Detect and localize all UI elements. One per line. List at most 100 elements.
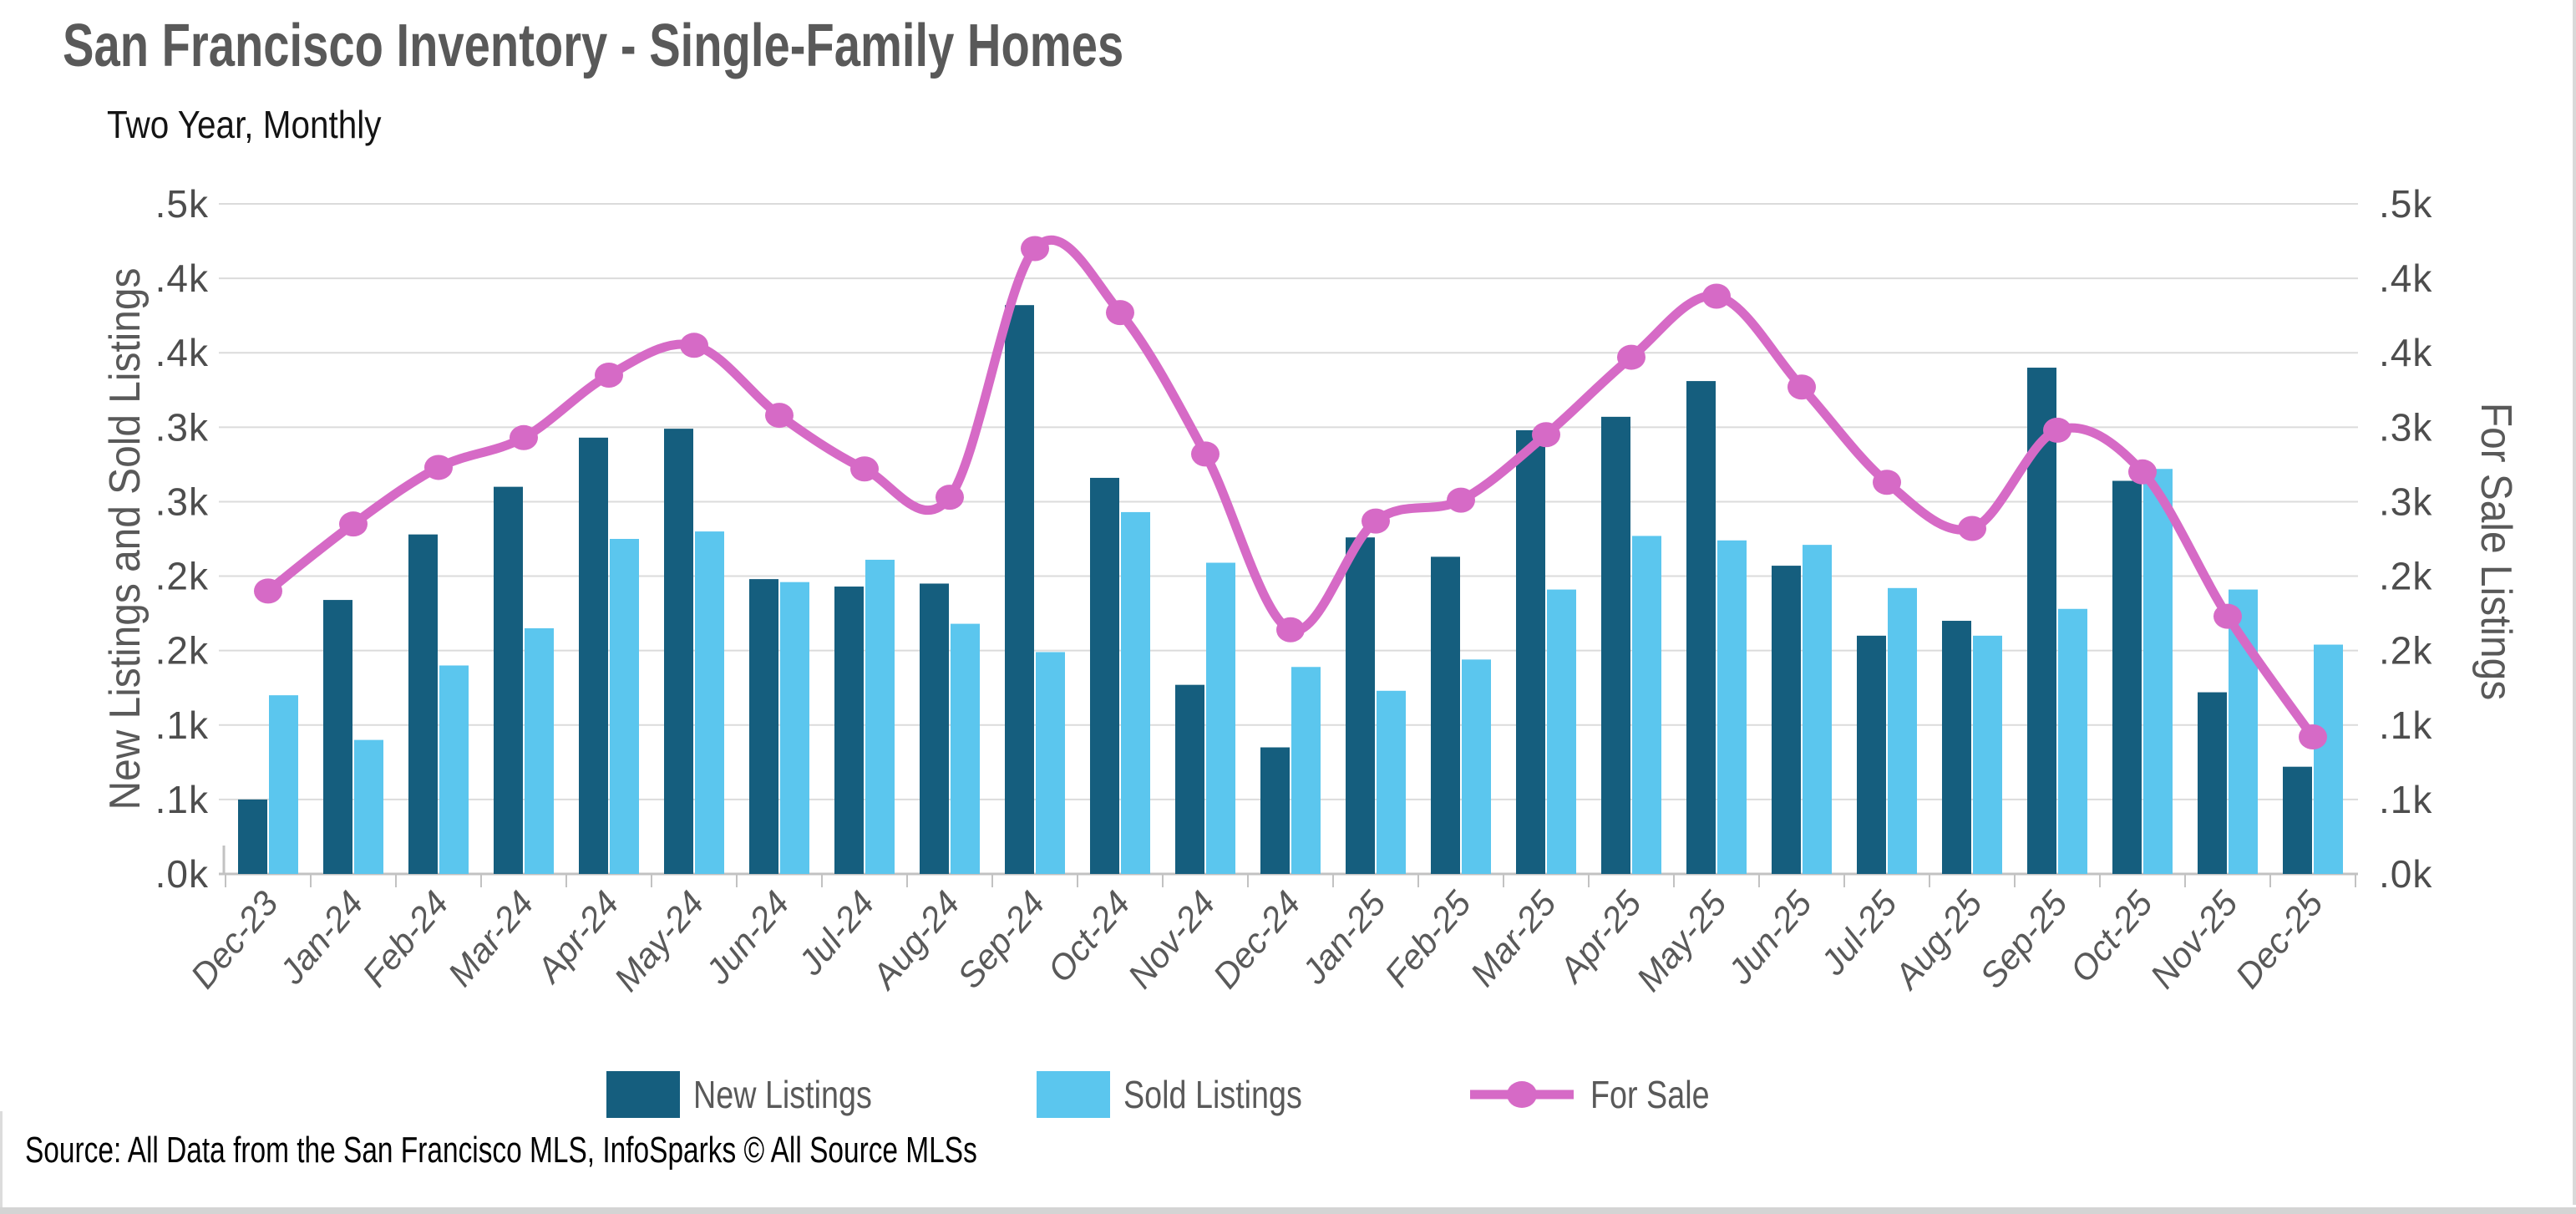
y-tick-label-right: .1k — [2379, 704, 2432, 747]
legend-label: For Sale — [1590, 1073, 1710, 1116]
for-sale-line — [263, 235, 2318, 742]
y-tick-label-left: .4k — [155, 257, 209, 300]
bar-sold-listings — [1632, 536, 1661, 874]
bar-sold-listings — [780, 582, 809, 874]
x-tick-label: Dec-23 — [183, 884, 286, 996]
bar-sold-listings — [1377, 690, 1406, 874]
y-tick-label-right: .5k — [2379, 182, 2432, 226]
y-tick-label-right: .3k — [2379, 405, 2432, 449]
for-sale-point — [510, 424, 538, 450]
y-tick-label-right: .4k — [2379, 331, 2432, 374]
x-tick-label: May-24 — [606, 884, 712, 999]
y-tick-label-left: .0k — [155, 852, 209, 896]
y-tick-label-left: .2k — [155, 555, 209, 598]
new-listings-swatch-icon — [606, 1071, 681, 1118]
for-sale-point — [1191, 441, 1220, 467]
source-note: Source: All Data from the San Francisco … — [25, 1130, 977, 1171]
x-tick-label: Aug-24 — [863, 884, 967, 998]
y-tick-label-right: .0k — [2379, 852, 2432, 896]
x-tick-label: Sep-25 — [1972, 883, 2075, 995]
for-sale-point — [1787, 374, 1816, 400]
for-sale-point — [2128, 459, 2157, 485]
bar-sold-listings — [865, 559, 895, 874]
for-sale-point — [254, 578, 282, 604]
x-tick-label: Feb-25 — [1377, 883, 1478, 994]
bar-new-listings — [1431, 556, 1460, 874]
bar-sold-listings — [1973, 635, 2002, 874]
bar-sold-listings — [1036, 652, 1065, 874]
for-sale-point — [1873, 470, 1901, 495]
bar-sold-listings — [1206, 562, 1235, 874]
bar-sold-listings — [695, 531, 724, 874]
bar-sold-listings — [269, 695, 298, 874]
chart-legend: New Listings Sold Listings For Sale — [0, 1071, 2459, 1118]
bar-sold-listings — [1717, 540, 1747, 874]
bar-sold-listings — [2058, 608, 2087, 874]
page-title: San Francisco Inventory - Single-Family … — [63, 13, 1124, 79]
for-sale-point — [1447, 487, 1475, 513]
for-sale-point — [595, 362, 623, 388]
x-tick-label: Nov-25 — [2142, 883, 2245, 995]
bar-new-listings — [2112, 480, 2142, 874]
x-tick-label: Aug-25 — [1885, 883, 1990, 998]
bar-new-listings — [1516, 429, 1545, 874]
bar-new-listings — [1260, 747, 1290, 874]
bar-new-listings — [749, 579, 778, 874]
y-tick-label-left: .4k — [155, 331, 209, 374]
x-tick-label: Jan-24 — [271, 884, 371, 992]
window-left-edge — [0, 1111, 3, 1208]
for-sale-point — [1958, 516, 1986, 541]
bar-sold-listings — [1888, 587, 1917, 874]
bar-new-listings — [1857, 635, 1886, 874]
for-sale-point — [680, 333, 708, 358]
bar-new-listings — [1346, 537, 1375, 874]
bar-sold-listings — [1547, 589, 1576, 874]
legend-label: New Listings — [693, 1073, 873, 1116]
x-tick-label: Feb-24 — [354, 884, 456, 994]
bar-new-listings — [1942, 621, 1971, 874]
bar-new-listings — [1090, 477, 1119, 874]
page-subtitle: Two Year, Monthly — [107, 103, 382, 146]
for-sale-point — [1617, 344, 1645, 370]
x-tick-label: Jun-25 — [1720, 883, 1820, 992]
legend-item-new-listings[interactable]: New Listings — [606, 1071, 911, 1118]
bar-new-listings — [1005, 305, 1034, 874]
bar-sold-listings — [2143, 469, 2173, 874]
for-sale-point — [424, 455, 453, 480]
x-tick-label: Jan-25 — [1294, 883, 1394, 992]
y-tick-label-right: .2k — [2379, 629, 2432, 673]
for-sale-point — [1532, 422, 1560, 448]
bar-new-listings — [494, 486, 523, 874]
bar-sold-listings — [525, 627, 554, 874]
bar-sold-listings — [1462, 659, 1491, 874]
x-tick-label: Sep-24 — [950, 884, 1052, 996]
sold-listings-swatch-icon — [1037, 1071, 1111, 1118]
y-tick-label-left: .5k — [155, 182, 209, 226]
bar-new-listings — [1772, 566, 1801, 874]
for-sale-point — [765, 403, 794, 429]
legend-label: Sold Listings — [1123, 1073, 1302, 1116]
for-sale-point — [2043, 417, 2071, 443]
legend-item-sold-listings[interactable]: Sold Listings — [1037, 1071, 1341, 1118]
for-sale-point — [1106, 300, 1134, 326]
for-sale-point — [1702, 283, 1731, 309]
bar-new-listings — [834, 587, 864, 874]
bar-sold-listings — [1291, 667, 1321, 874]
y-tick-label-left: .1k — [155, 778, 209, 821]
bar-new-listings — [579, 437, 608, 874]
y-tick-label-right: .3k — [2379, 480, 2432, 523]
bar-sold-listings — [439, 665, 469, 874]
y-tick-label-left: .3k — [155, 405, 209, 449]
legend-item-for-sale[interactable]: For Sale — [1467, 1071, 1736, 1118]
bar-new-listings — [323, 600, 352, 874]
for-sale-point — [936, 485, 964, 510]
y-tick-label-left: .2k — [155, 629, 209, 673]
bar-sold-listings — [610, 539, 639, 874]
bar-new-listings — [1175, 684, 1204, 874]
x-tick-label: Dec-25 — [2228, 883, 2330, 995]
bar-new-listings — [408, 534, 438, 874]
bar-new-listings — [1686, 381, 1716, 874]
x-tick-label: Jun-24 — [697, 884, 797, 992]
